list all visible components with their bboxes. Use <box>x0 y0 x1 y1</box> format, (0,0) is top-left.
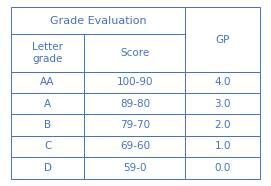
Text: 3.0: 3.0 <box>215 99 231 109</box>
Text: C: C <box>44 142 51 151</box>
Text: GP: GP <box>215 35 230 44</box>
Text: 79-70: 79-70 <box>120 120 150 130</box>
Bar <box>84 114 185 136</box>
Bar <box>185 114 260 136</box>
Bar <box>185 157 260 179</box>
Text: Score: Score <box>120 48 150 58</box>
Text: 0.0: 0.0 <box>215 163 231 173</box>
Text: 89-80: 89-80 <box>120 99 150 109</box>
Bar <box>11 114 84 136</box>
Text: 2.0: 2.0 <box>215 120 231 130</box>
Bar <box>185 7 260 72</box>
Text: Letter
grade: Letter grade <box>32 42 63 64</box>
Text: AA: AA <box>40 77 55 87</box>
Text: 4.0: 4.0 <box>215 77 231 87</box>
Bar <box>84 72 185 93</box>
Bar <box>11 72 84 93</box>
Bar <box>11 157 84 179</box>
Text: 69-60: 69-60 <box>120 142 150 151</box>
Bar <box>84 157 185 179</box>
Text: 100-90: 100-90 <box>117 77 153 87</box>
Text: Grade Evaluation: Grade Evaluation <box>50 16 146 26</box>
Bar <box>11 93 84 114</box>
Bar <box>185 72 260 93</box>
Text: 59-0: 59-0 <box>123 163 147 173</box>
Bar <box>11 136 84 157</box>
Text: 1.0: 1.0 <box>215 142 231 151</box>
Bar <box>185 93 260 114</box>
Text: B: B <box>44 120 51 130</box>
Bar <box>84 93 185 114</box>
Text: D: D <box>44 163 51 173</box>
Bar <box>84 34 185 72</box>
Text: A: A <box>44 99 51 109</box>
Bar <box>84 136 185 157</box>
Bar <box>11 7 185 34</box>
Bar <box>185 136 260 157</box>
Bar <box>11 34 84 72</box>
